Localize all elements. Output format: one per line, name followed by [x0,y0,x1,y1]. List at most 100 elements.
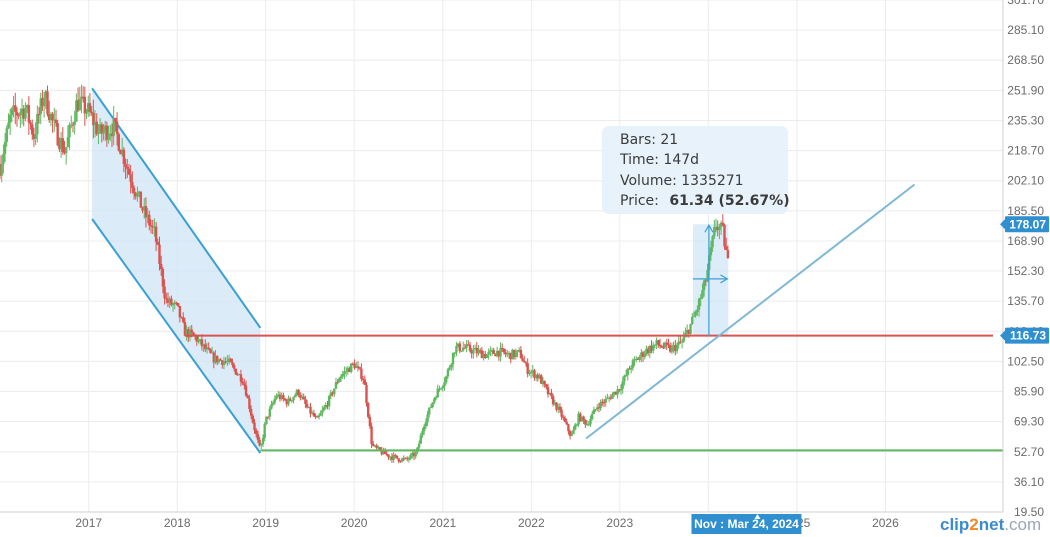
candle-body [692,315,696,317]
candle-body [248,398,251,409]
candle-body [137,191,141,193]
candle-body [568,431,572,436]
candle-body [643,353,646,357]
candle-body [253,422,256,431]
candle-body [246,395,249,399]
candle-body [677,341,680,345]
candle-body [42,97,46,107]
candle-body [383,449,387,455]
candle-body [660,346,663,348]
candle-body [604,398,607,403]
candle-body [594,409,597,411]
candle-body [721,222,724,225]
candle-body [529,371,533,374]
price-badges: 178.07 116.73 [1000,216,1049,344]
candle-body [54,119,58,124]
candle-body [470,350,473,354]
y-tick-label: 235.30 [1007,113,1044,127]
candle-body [429,407,433,409]
candle-body [497,350,501,357]
candle-body [602,402,606,404]
candle-body [239,374,243,382]
price-axis[interactable]: 19.5036.1052.7069.3085.90102.50119.10135… [1000,0,1050,519]
candle-body [44,91,48,98]
crosshair-caret-icon [754,514,761,519]
vertical-grid [88,0,886,512]
candle-body [166,299,170,303]
channel-upper-line[interactable] [91,87,262,329]
candle-body [124,163,127,167]
candle-body [15,111,19,116]
candle-body [573,424,577,430]
candle-body [182,317,185,323]
candle-body [400,458,404,462]
candle-body [499,347,502,357]
candle-body [399,461,402,463]
candle-body [650,345,653,351]
trend-line[interactable] [585,183,916,440]
candle-body [238,374,241,376]
candle-body [394,454,397,456]
candle-body [261,437,265,445]
candle-body [655,340,658,345]
candle-body [59,138,63,150]
candle-body [103,125,107,132]
candle-body [288,398,292,401]
candle-body [669,345,672,352]
candle-body [122,149,126,164]
candle-body [282,395,285,399]
y-tick-label: 185.50 [1007,204,1044,218]
candle-body [58,145,61,150]
candle-body [317,415,321,418]
candle-body [300,396,304,398]
candle-body [577,413,580,425]
candle-body [37,114,41,116]
candle-body [56,123,59,146]
candle-body [34,134,37,139]
candle-body [635,358,638,360]
candle-body [229,358,232,363]
candle-body [358,367,361,369]
crosshair-date-label: Nov : Mar 24, 2024 [691,514,802,534]
candle-body [348,368,351,373]
candlestick-series [0,84,730,464]
channel-lower-line[interactable] [91,218,262,454]
candle-body [550,392,553,397]
candle-body [226,360,229,362]
candle-body [249,408,253,416]
candle-body [619,388,623,391]
candle-body [467,344,470,346]
candle-body [327,396,331,407]
candle-body [273,398,277,403]
candle-body [333,388,336,395]
candle-body [606,397,609,399]
candle-body [609,397,613,399]
candle-body [409,454,412,459]
candle-body [417,443,421,448]
time-axis[interactable]: 201720182019202020212022202320252026 Nov… [0,511,1003,534]
candle-body [611,394,614,399]
candle-body [112,118,115,137]
candle-body [163,286,166,299]
candle-body [146,214,149,218]
candle-body [685,330,689,333]
candle-body [516,350,519,353]
price-badge-pointer [1000,330,1005,341]
candle-body [151,226,154,228]
candle-body [61,138,64,153]
candle-body [78,99,81,111]
candle-body [478,350,482,352]
candle-body [373,445,377,447]
candle-body [165,298,168,300]
candle-body [475,347,478,354]
candle-body [168,298,171,303]
candle-body [161,269,165,287]
candle-body [431,402,434,408]
candle-body [275,395,278,399]
candle-body [334,382,338,389]
candle-body [504,352,507,355]
candle-body [706,269,709,282]
x-tick-label: 2022 [518,516,545,530]
candle-body [100,124,104,134]
